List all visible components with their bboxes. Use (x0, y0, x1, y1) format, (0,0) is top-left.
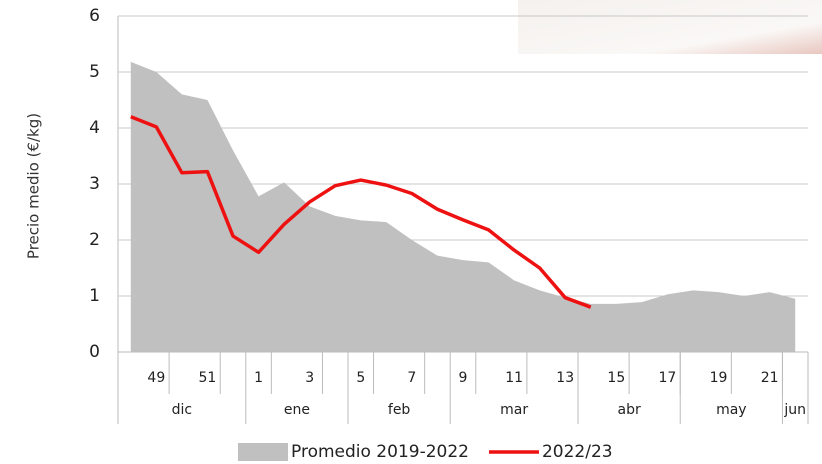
month-label: feb (388, 402, 411, 418)
y-tick-label: 1 (89, 286, 100, 306)
y-axis-label: Precio medio (€/kg) (25, 113, 43, 259)
month-label: dic (172, 402, 192, 418)
x-tick-label: 49 (147, 370, 165, 386)
x-tick-label: 9 (459, 370, 468, 386)
x-tick-label: 15 (607, 370, 625, 386)
y-tick-label: 6 (89, 6, 100, 26)
month-label: jun (783, 402, 806, 418)
x-tick-label: 5 (356, 370, 365, 386)
y-tick-label: 2 (89, 230, 100, 250)
x-tick-label: 17 (659, 370, 677, 386)
x-tick-label: 21 (761, 370, 779, 386)
x-tick-label: 19 (710, 370, 728, 386)
month-label: ene (284, 402, 310, 418)
x-tick-label: 51 (199, 370, 217, 386)
x-tick-label: 7 (407, 370, 416, 386)
legend-label: 2022/23 (542, 442, 613, 462)
month-label: may (716, 402, 747, 418)
y-tick-label: 4 (89, 118, 100, 138)
legend-label: Promedio 2019-2022 (291, 442, 469, 462)
marks (130, 61, 796, 353)
legend-swatch (238, 443, 288, 461)
line (130, 115, 592, 309)
month-label: abr (617, 402, 640, 418)
area (130, 61, 796, 353)
x-tick-label: 3 (305, 370, 314, 386)
y-tick-label: 3 (89, 174, 100, 194)
photo-fragment (518, 0, 822, 54)
y-tick-label: 0 (89, 342, 100, 362)
month-label: mar (500, 402, 528, 418)
x-tick-label: 13 (556, 370, 574, 386)
y-tick-label: 5 (89, 62, 100, 82)
x-tick-label: 11 (505, 370, 523, 386)
x-tick-label: 1 (254, 370, 263, 386)
